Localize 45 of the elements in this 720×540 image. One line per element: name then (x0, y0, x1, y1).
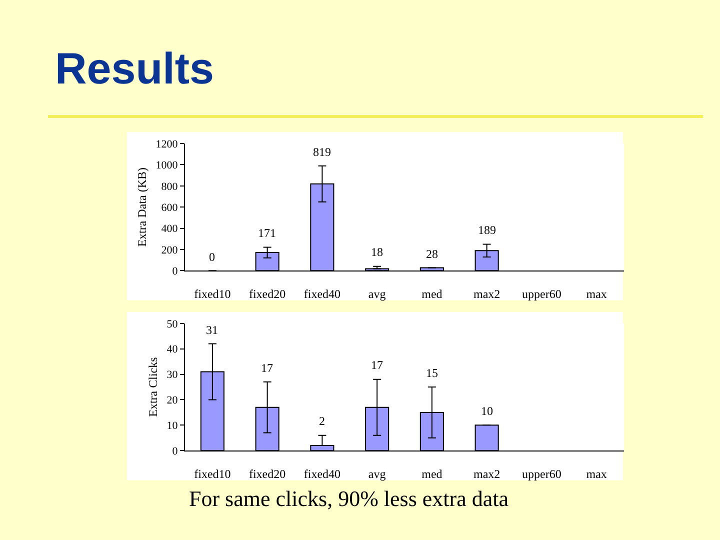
data-label: 18 (371, 245, 383, 259)
data-label: 0 (209, 250, 215, 264)
y-tick-label: 1200 (156, 138, 178, 150)
y-tick-label: 30 (166, 369, 178, 382)
data-label: 189 (478, 223, 496, 237)
y-tick-label: 600 (161, 202, 178, 214)
y-tick-label: 1000 (156, 160, 178, 172)
x-tick-label: fixed20 (248, 466, 286, 481)
chart-title: Results (55, 44, 214, 94)
y-axis-title: Extra Data (KB) (135, 167, 150, 247)
y-tick-label: 10 (166, 420, 178, 432)
data-label: 10 (481, 404, 493, 418)
data-label: 819 (313, 145, 331, 159)
x-tick-label: max (586, 287, 607, 302)
y-tick-label: 400 (161, 223, 178, 236)
data-label: 15 (426, 366, 438, 380)
y-tick-label: 20 (166, 394, 178, 407)
x-tick-label: upper60 (522, 287, 562, 302)
data-label: 17 (261, 361, 273, 375)
data-label: 17 (371, 358, 383, 372)
y-tick-label: 0 (172, 445, 178, 458)
data-label: 31 (206, 323, 218, 337)
data-label: 2 (319, 414, 325, 428)
y-tick-label: 800 (161, 180, 178, 193)
x-tick-label: fixed20 (248, 287, 286, 302)
y-axis-title: Extra Clicks (146, 356, 160, 417)
x-tick-label: avg (368, 466, 386, 481)
x-tick-label: fixed10 (194, 287, 231, 302)
x-tick-label: upper60 (522, 466, 562, 481)
y-tick-label: 40 (166, 344, 178, 356)
x-tick-label: med (422, 466, 442, 481)
y-tick-label: 50 (166, 318, 178, 330)
data-label: 28 (426, 247, 438, 261)
x-tick-label: med (422, 287, 442, 302)
x-tick-label: fixed40 (304, 287, 341, 302)
data-label: 171 (258, 226, 276, 240)
y-tick-label: 200 (161, 244, 178, 256)
x-tick-label: max (586, 466, 607, 481)
x-tick-label: fixed10 (194, 466, 231, 481)
text: For same clicks, 90% less extra data (189, 486, 509, 511)
x-tick-label: max2 (473, 466, 500, 481)
x-tick-label: avg (368, 287, 386, 302)
y-tick-label: 0 (172, 266, 178, 278)
x-tick-label: fixed40 (304, 466, 341, 481)
x-tick-label: max2 (473, 287, 500, 302)
